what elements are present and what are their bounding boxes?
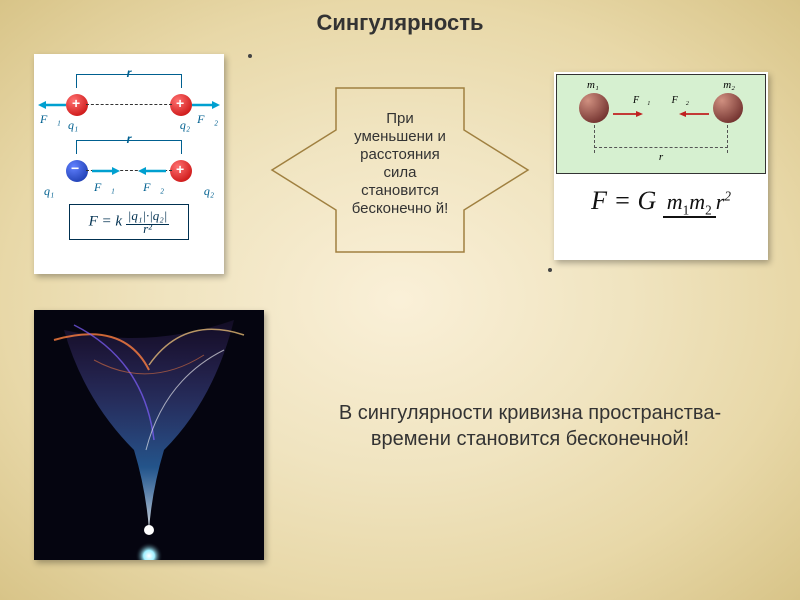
force-arrow-left-icon bbox=[138, 164, 168, 176]
r-label: r bbox=[44, 66, 214, 80]
formula-den: r2 bbox=[716, 187, 731, 214]
formula-num: m1m2 bbox=[663, 189, 716, 218]
charge-plus-icon bbox=[170, 94, 192, 116]
dot-decoration bbox=[548, 268, 552, 272]
dashed-hline bbox=[594, 147, 728, 148]
r-label: r bbox=[557, 151, 765, 163]
coulomb-row-2: r q₁ F⃗₁ F⃗₂ q₂ bbox=[44, 136, 214, 196]
charge-minus-icon bbox=[66, 160, 88, 182]
q1-label: q₁ bbox=[44, 184, 54, 199]
coulomb-formula: F = k |q₁|·|q₂|r² bbox=[69, 204, 189, 240]
charge-plus-icon bbox=[66, 94, 88, 116]
page-title: Сингулярность bbox=[0, 10, 800, 36]
f2-label: F⃗₂ bbox=[143, 180, 164, 195]
mass-sphere-icon bbox=[713, 93, 743, 123]
dot-decoration bbox=[248, 54, 252, 58]
gravity-diagram: m₁ m₂ F⃗₁ F⃗₂ r bbox=[556, 74, 766, 174]
dashed-vline bbox=[727, 125, 728, 153]
gravity-formula: F = G m1m2r2 bbox=[554, 176, 768, 226]
force-arrow-left-icon bbox=[679, 105, 711, 113]
force-arrow-left-icon bbox=[38, 98, 68, 110]
formula-den: r² bbox=[143, 221, 152, 236]
force-arrow-right-icon bbox=[90, 164, 120, 176]
dashed-line bbox=[86, 104, 172, 105]
coulomb-panel: r F⃗₁ q₁ q₂ F⃗₂ r q₁ F⃗₁ F⃗₂ q₂ F = k |q… bbox=[34, 54, 224, 274]
force-arrow-right-icon bbox=[611, 105, 643, 113]
dashed-vline bbox=[594, 125, 595, 153]
f2-label: F⃗₂ bbox=[672, 95, 689, 106]
singularity-art bbox=[34, 310, 264, 560]
q1-label: q₁ bbox=[68, 118, 78, 133]
f1-label: F⃗₁ bbox=[94, 180, 115, 195]
f2-label: F⃗₂ bbox=[197, 112, 218, 127]
center-text: При уменьшени и расстояния сила становит… bbox=[345, 110, 455, 218]
q2-label: q₂ bbox=[204, 184, 214, 199]
coulomb-row-1: r F⃗₁ q₁ q₂ F⃗₂ bbox=[44, 70, 214, 130]
center-arrow-shape: При уменьшени и расстояния сила становит… bbox=[260, 52, 540, 288]
q2-label: q₂ bbox=[180, 118, 190, 133]
mass-sphere-icon bbox=[579, 93, 609, 123]
charge-plus-icon bbox=[170, 160, 192, 182]
force-arrow-right-icon bbox=[190, 98, 220, 110]
f1-label: F⃗₁ bbox=[633, 95, 650, 106]
r-label: r bbox=[44, 132, 214, 146]
m1-label: m₁ bbox=[587, 79, 599, 91]
f1-label: F⃗₁ bbox=[40, 112, 61, 127]
gravity-panel: m₁ m₂ F⃗₁ F⃗₂ r F = G m1m2r2 bbox=[554, 72, 768, 260]
formula-lhs: F = k bbox=[89, 213, 122, 229]
bottom-caption: В сингулярности кривизна пространства-вр… bbox=[300, 400, 760, 452]
m2-label: m₂ bbox=[723, 79, 735, 91]
formula-lhs: F = G bbox=[591, 186, 656, 215]
